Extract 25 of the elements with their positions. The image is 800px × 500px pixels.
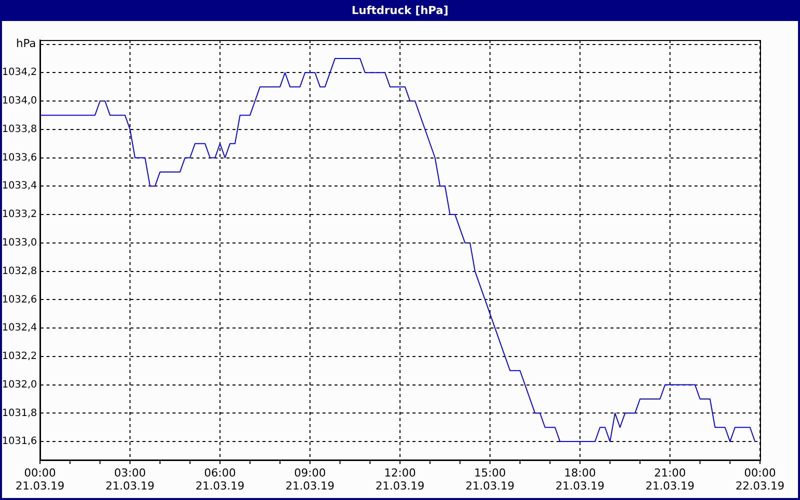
x-tick-label: 06:00 21.03.19 [196,466,244,493]
y-tick-label: 1033,2 [2,209,37,220]
x-tick-label: 03:00 21.03.19 [106,466,154,493]
y-tick-label: 1033,8 [2,124,37,135]
x-tick-label: 18:00 21.03.19 [556,466,604,493]
y-tick-label: 1031,6 [2,436,37,448]
y-tick-label: 1034,0 [2,96,37,107]
y-tick-label: 1032,4 [2,322,37,334]
x-tick-label: 00:00 22.03.19 [736,466,784,493]
y-tick-label: 1031,8 [2,408,37,419]
x-tick-label: 12:00 21.03.19 [376,466,424,493]
y-tick-label: 1033,0 [2,238,37,248]
x-tick-label: 00:00 21.03.19 [16,466,64,493]
y-tick-label: 1032,8 [2,266,37,277]
y-tick-label: 1034,2 [2,67,37,78]
y-tick-label: 1032,6 [2,294,37,306]
y-tick-label: 1032,2 [2,351,37,362]
y-tick-label: 1033,4 [2,180,37,192]
y-tick-label: 1033,6 [2,152,37,164]
x-tick-label: 09:00 21.03.19 [286,466,334,493]
x-tick-label: 15:00 21.03.19 [466,466,514,493]
y-tick-label: 1032,0 [2,379,37,390]
chart-title: Luftdruck [hPa] [2,2,798,21]
y-axis-title: hPa [16,37,36,50]
x-tick-label: 21:00 21.03.19 [646,466,694,493]
